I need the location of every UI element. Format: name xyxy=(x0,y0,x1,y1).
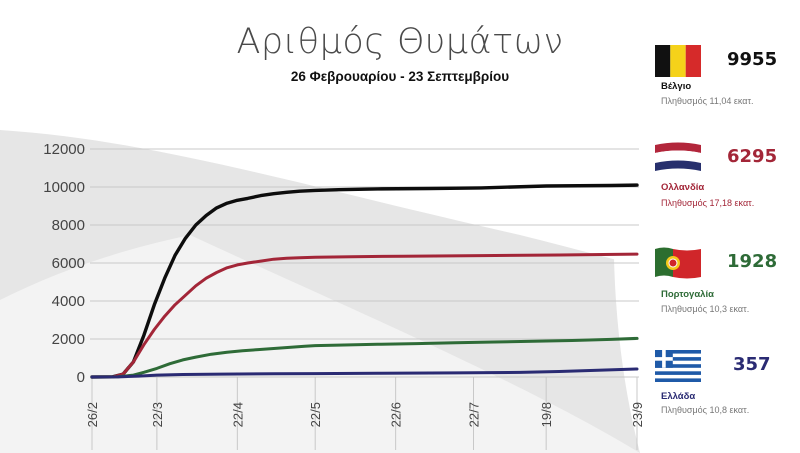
greece-flag-icon xyxy=(655,350,701,382)
series-line xyxy=(90,367,639,379)
y-tick-label: 4000 xyxy=(52,293,85,310)
country-population: Πληθυσμός 10,3 εκατ. xyxy=(661,304,750,314)
x-tick-label: 22/5 xyxy=(308,402,323,427)
series-line xyxy=(90,336,639,379)
y-tick-label: 8000 xyxy=(52,217,85,234)
x-tick-label: 22/3 xyxy=(150,402,165,427)
x-tick-label: 19/8 xyxy=(539,402,554,427)
x-tick-label: 22/7 xyxy=(467,402,482,427)
country-count: 6295 xyxy=(727,146,778,167)
background-right-lobe xyxy=(613,0,800,453)
y-tick-label: 0 xyxy=(77,369,85,386)
y-tick-label: 2000 xyxy=(52,331,85,348)
country-population: Πληθυσμός 11,04 εκατ. xyxy=(661,96,754,106)
chart-subtitle: 26 Φεβρουαρίου - 23 Σεπτεμβρίου xyxy=(290,69,510,84)
country-count: 9955 xyxy=(727,49,778,70)
country-name: Πορτογαλία xyxy=(661,289,714,300)
country-name: Ελλάδα xyxy=(661,391,696,402)
x-tick-label: 22/4 xyxy=(230,402,245,427)
x-tick-label: 23/9 xyxy=(630,402,645,427)
y-tick-label: 10000 xyxy=(43,179,85,196)
portugal-flag-icon xyxy=(655,247,701,279)
country-name: Ολλανδία xyxy=(661,182,705,193)
y-tick-label: 6000 xyxy=(52,255,85,272)
series-line xyxy=(90,252,639,379)
country-name: Βέλγιο xyxy=(661,81,692,92)
chart-title: Αριθμός Θυμάτων xyxy=(236,22,564,62)
country-population: Πληθυσμός 17,18 εκατ. xyxy=(661,198,755,208)
country-count: 357 xyxy=(733,354,771,375)
country-population: Πληθυσμός 10,8 εκατ. xyxy=(661,405,750,415)
series-line xyxy=(90,183,639,379)
belgium-flag-icon xyxy=(655,45,701,77)
netherlands-flag-icon xyxy=(655,142,701,171)
x-tick-label: 26/2 xyxy=(85,402,100,427)
y-tick-label: 12000 xyxy=(43,141,85,158)
country-count: 1928 xyxy=(727,251,778,272)
x-tick-label: 22/6 xyxy=(389,402,404,427)
